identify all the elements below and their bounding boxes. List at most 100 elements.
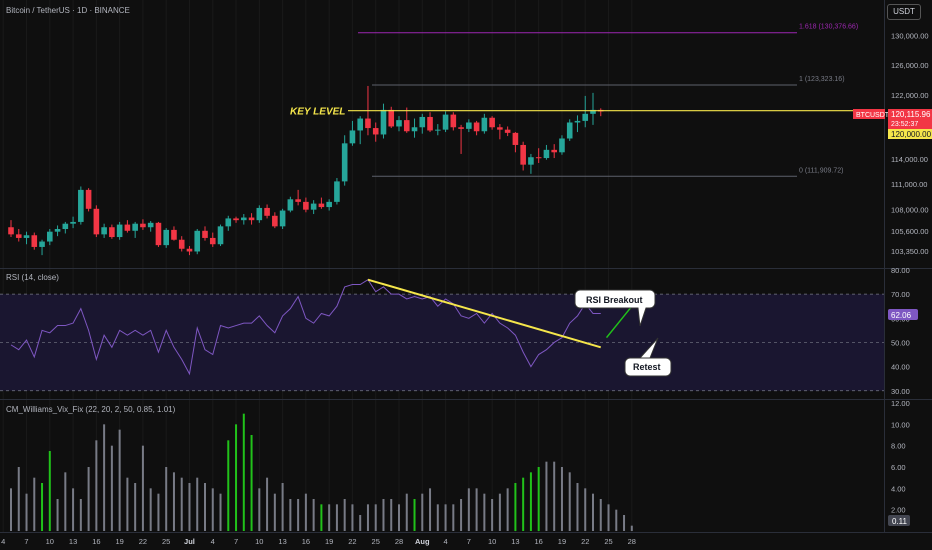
candle-body[interactable]: [481, 117, 488, 132]
candle-body[interactable]: [15, 234, 22, 238]
candle-body[interactable]: [155, 222, 162, 246]
rsi-tick-label: 30.00: [891, 387, 910, 396]
candle-body[interactable]: [109, 227, 115, 238]
rsi-pane-title[interactable]: RSI (14, close): [6, 273, 59, 282]
candle-body[interactable]: [341, 143, 348, 182]
candle-body[interactable]: [132, 223, 138, 231]
candle-body[interactable]: [365, 118, 371, 129]
x-tick-label: 4: [1, 537, 5, 546]
symbol-tag: BTCUSDT: [856, 112, 890, 119]
candle-body[interactable]: [209, 237, 216, 245]
candle-body[interactable]: [194, 230, 201, 252]
vix-bar: [126, 477, 129, 531]
candle-body[interactable]: [512, 132, 519, 145]
candle-body[interactable]: [178, 239, 185, 249]
vix-bar: [467, 488, 470, 531]
candle-body[interactable]: [279, 210, 286, 227]
candle-body[interactable]: [504, 129, 511, 133]
candle-body[interactable]: [411, 127, 418, 132]
candle-body[interactable]: [241, 217, 247, 221]
candle-body[interactable]: [248, 217, 255, 221]
candle-body[interactable]: [287, 199, 294, 211]
vix-bar: [72, 488, 75, 531]
candle-body[interactable]: [590, 109, 596, 114]
candle-body[interactable]: [93, 208, 100, 235]
candle-body[interactable]: [318, 203, 325, 208]
vix-bar: [56, 499, 59, 531]
candle-body[interactable]: [520, 144, 526, 165]
candle-body[interactable]: [419, 116, 426, 128]
candle-body[interactable]: [535, 157, 542, 159]
candle-body[interactable]: [147, 222, 154, 228]
candle-body[interactable]: [233, 218, 239, 221]
x-tick-label: 16: [535, 537, 543, 546]
vix-bar: [506, 488, 509, 531]
candle-body[interactable]: [357, 118, 363, 131]
candle-body[interactable]: [566, 122, 573, 139]
candle-body[interactable]: [349, 130, 356, 144]
candle-body[interactable]: [450, 114, 457, 128]
candle-body[interactable]: [442, 114, 449, 130]
vix-bar: [592, 493, 594, 531]
vix-bar: [615, 509, 618, 531]
candle-body[interactable]: [543, 149, 550, 159]
candle-body[interactable]: [140, 223, 146, 228]
candle-body[interactable]: [101, 227, 107, 235]
candle-body[interactable]: [435, 129, 441, 131]
candle-body[interactable]: [489, 117, 495, 128]
candle-body[interactable]: [295, 199, 301, 202]
candle-body[interactable]: [310, 203, 317, 210]
vix-bar: [405, 493, 408, 531]
price-tick-label: 114,000.00: [891, 155, 928, 164]
candle-body[interactable]: [466, 122, 472, 129]
candle-body[interactable]: [326, 201, 332, 208]
candle-body[interactable]: [39, 241, 45, 247]
candle-body[interactable]: [388, 109, 395, 127]
candle-body[interactable]: [78, 189, 84, 222]
candle-body[interactable]: [396, 120, 402, 127]
candle-body[interactable]: [380, 109, 387, 135]
candle-body[interactable]: [528, 157, 534, 165]
vix-bar: [553, 461, 556, 531]
candle-body[interactable]: [171, 229, 177, 240]
vix-pane-title[interactable]: CM_Williams_Vix_Fix (22, 20, 2, 50, 0.85…: [6, 405, 176, 414]
x-tick-label: 19: [558, 537, 566, 546]
candle-body[interactable]: [427, 116, 433, 131]
vix-bar: [382, 499, 385, 531]
candle-body[interactable]: [403, 120, 410, 132]
candle-body[interactable]: [225, 218, 232, 227]
candle-body[interactable]: [186, 248, 193, 252]
candle-body[interactable]: [124, 224, 131, 231]
candle-body[interactable]: [303, 201, 309, 210]
candle-body[interactable]: [264, 207, 270, 216]
candle-body[interactable]: [116, 224, 123, 238]
x-tick-label: 10: [255, 537, 263, 546]
candle-body[interactable]: [256, 207, 263, 221]
candle-body[interactable]: [62, 223, 69, 230]
candle-body[interactable]: [163, 229, 169, 246]
candle-body[interactable]: [8, 227, 14, 235]
candle-body[interactable]: [47, 231, 53, 242]
candle-body[interactable]: [54, 229, 61, 232]
candle-body[interactable]: [217, 226, 224, 245]
currency-button[interactable]: USDT: [887, 4, 921, 20]
vix-bar: [359, 515, 362, 531]
candle-body[interactable]: [85, 189, 92, 209]
candle-body[interactable]: [497, 127, 503, 130]
candle-body[interactable]: [31, 235, 38, 247]
candle-body[interactable]: [582, 113, 589, 121]
candle-body[interactable]: [23, 235, 30, 238]
candle-body[interactable]: [574, 120, 581, 123]
candle-body[interactable]: [473, 122, 480, 132]
candle-body[interactable]: [559, 138, 565, 153]
candle-body[interactable]: [334, 181, 340, 202]
candle-body[interactable]: [202, 230, 208, 238]
chart-title[interactable]: Bitcoin / TetherUS · 1D · BINANCE: [6, 6, 130, 15]
candle-body[interactable]: [458, 127, 464, 129]
candle-body[interactable]: [372, 128, 379, 135]
candle-body[interactable]: [551, 149, 557, 153]
candle-body[interactable]: [70, 221, 76, 224]
vix-bar: [630, 525, 633, 531]
candle-body[interactable]: [272, 215, 278, 227]
